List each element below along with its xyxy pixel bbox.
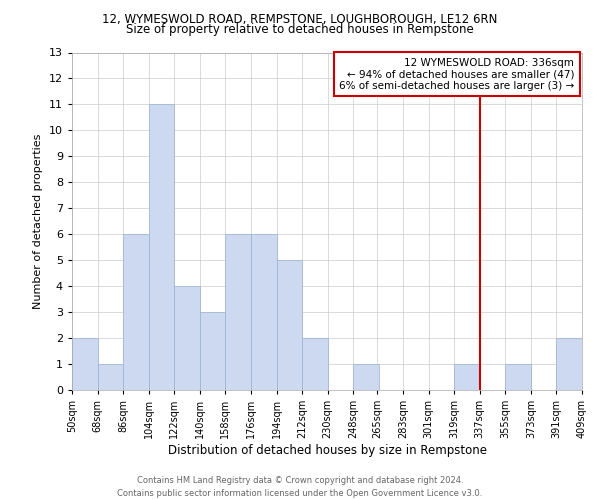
Bar: [98, 364, 123, 390]
Text: 12 WYMESWOLD ROAD: 336sqm
← 94% of detached houses are smaller (47)
6% of semi-d: 12 WYMESWOLD ROAD: 336sqm ← 94% of detac…: [339, 58, 574, 91]
Y-axis label: Number of detached properties: Number of detached properties: [33, 134, 43, 309]
X-axis label: Distribution of detached houses by size in Rempstone: Distribution of detached houses by size …: [167, 444, 487, 457]
Bar: [226, 234, 251, 390]
Bar: [123, 234, 149, 390]
Bar: [353, 364, 379, 390]
Bar: [277, 260, 302, 390]
Text: 12, WYMESWOLD ROAD, REMPSTONE, LOUGHBOROUGH, LE12 6RN: 12, WYMESWOLD ROAD, REMPSTONE, LOUGHBORO…: [103, 12, 497, 26]
Bar: [556, 338, 582, 390]
Bar: [302, 338, 328, 390]
Text: Size of property relative to detached houses in Rempstone: Size of property relative to detached ho…: [126, 22, 474, 36]
Text: Contains HM Land Registry data © Crown copyright and database right 2024.
Contai: Contains HM Land Registry data © Crown c…: [118, 476, 482, 498]
Bar: [174, 286, 200, 390]
Bar: [251, 234, 277, 390]
Bar: [149, 104, 174, 390]
Bar: [200, 312, 226, 390]
Bar: [505, 364, 531, 390]
Bar: [454, 364, 480, 390]
Bar: [72, 338, 98, 390]
